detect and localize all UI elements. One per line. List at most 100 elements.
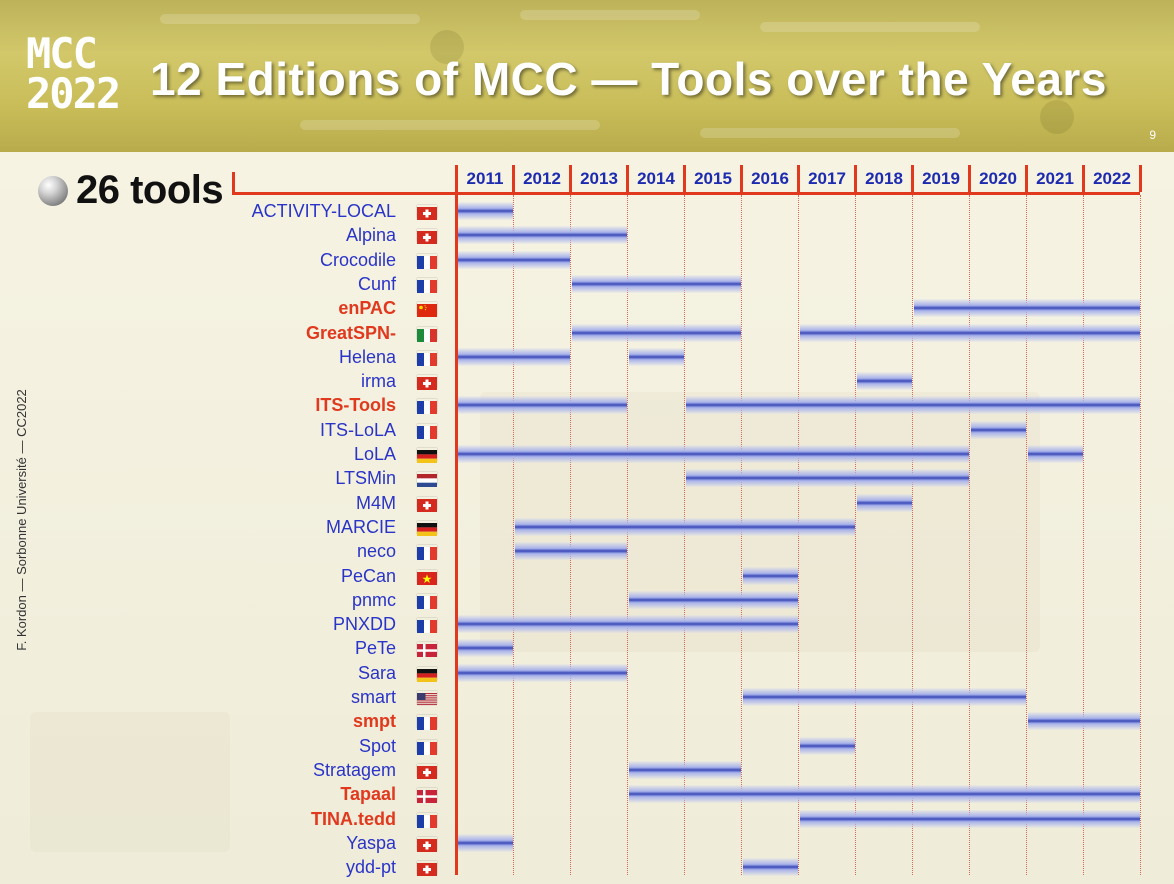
flag-ch-icon [417,229,437,245]
flag-dk-icon [417,642,437,658]
year-header: 2011 2012 2013 2014 2015 2016 2017 2018 2019 2020… [458,165,1142,192]
tool-row: Crocodile [0,248,1174,272]
year-label-2014: 2014 [629,165,686,192]
slide-body [0,152,1174,884]
tool-name: PNXDD [332,614,396,635]
participation-bar [743,858,798,877]
year-label-2011: 2011 [458,165,515,192]
grid-line [1140,195,1141,875]
tool-name: Helena [338,346,396,367]
participation-bar [629,590,798,609]
participation-bar [458,639,513,658]
tool-row: LTSMin [0,466,1174,490]
tool-name: Stratagem [312,759,396,780]
flag-de-icon [417,521,437,536]
participation-bar [686,396,1140,415]
flag-de-icon [417,667,437,682]
participation-bar [458,663,627,682]
participation-bar [515,542,627,561]
grid-line [513,195,514,875]
grid-line [1083,195,1084,875]
tool-row: Helena [0,345,1174,369]
year-label-2019: 2019 [914,165,971,192]
tool-name: ITS-LoLA [319,419,396,440]
year-label-2020: 2020 [971,165,1028,192]
flag-fr-icon [417,545,437,561]
participation-bar [629,760,741,779]
flag-fr-icon [417,424,437,439]
tool-row: Alpina [0,223,1174,247]
tool-row: TINA.tedd [0,807,1174,831]
flag-ch-icon [417,837,437,852]
flag-fr-icon [417,813,437,828]
tool-row: neco [0,539,1174,563]
participation-bar [458,396,627,415]
tool-count-heading: 26 tools [38,168,224,213]
tool-name: smpt [352,711,396,732]
background-texture [30,712,230,852]
tool-row: PeTe [0,636,1174,660]
flag-fr-icon [417,254,437,269]
header-texture [760,22,980,32]
year-label-2018: 2018 [857,165,914,192]
flag-de-icon [417,448,437,463]
participation-bar [800,323,1140,342]
axis-line [232,192,1140,195]
year-label-2015: 2015 [686,165,743,192]
tool-row: ACTIVITY-LOCAL [0,199,1174,223]
flag-dk-icon [417,788,437,804]
tool-name: LoLA [353,444,396,464]
header-texture [160,14,420,24]
tool-name: TINA.tedd [311,808,396,829]
participation-bar [458,615,798,634]
participation-bar [857,493,912,512]
tool-name: Cunf [357,273,396,294]
year-label-2016: 2016 [743,165,800,192]
participation-bar [458,226,627,245]
flag-vn-icon [417,570,437,585]
flag-fr-icon [417,740,437,755]
flag-us-icon [417,691,437,706]
participation-bar [743,688,1026,706]
flag-ch-icon [417,861,437,877]
mcc-logo: MCC 2022 [26,29,121,118]
header-texture [300,120,600,130]
tool-name: Spot [358,735,396,756]
flag-ch-icon [417,205,437,220]
participation-bar [458,250,570,269]
flag-it-icon [417,327,437,342]
page-number: 9 [1149,128,1156,142]
grid-line [912,195,913,875]
tool-row: Spot [0,734,1174,758]
participation-bar [800,736,855,755]
tool-name: ydd-pt [345,857,396,878]
tool-row: PeCan [0,564,1174,588]
tool-row: irma [0,369,1174,393]
tool-name: enPAC [338,298,396,319]
flag-fr-icon [417,618,437,634]
tool-name: Sara [357,662,396,683]
header-texture [430,30,464,64]
participation-bar [743,566,798,585]
flag-fr-icon [417,351,437,366]
tool-row: MARCIE [0,515,1174,539]
flag-fr-icon [417,594,437,609]
axis-line [455,165,458,875]
year-label-2022: 2022 [1085,165,1142,192]
grid-line [855,195,856,875]
tool-row: smart [0,685,1174,709]
header-texture [1040,100,1074,134]
grid-line [969,195,970,875]
tool-name: GreatSPN- [305,322,396,343]
flag-fr-icon [417,399,437,415]
participation-bar [515,517,855,536]
tool-name: neco [356,541,396,562]
participation-bar [1028,712,1140,731]
year-label-2012: 2012 [515,165,572,192]
tool-name: MARCIE [325,516,396,537]
tool-name: Alpina [345,225,396,246]
year-label-2013: 2013 [572,165,629,192]
tool-row: LoLA [0,442,1174,466]
tool-name: Yaspa [346,832,396,853]
participation-bar [857,372,912,391]
